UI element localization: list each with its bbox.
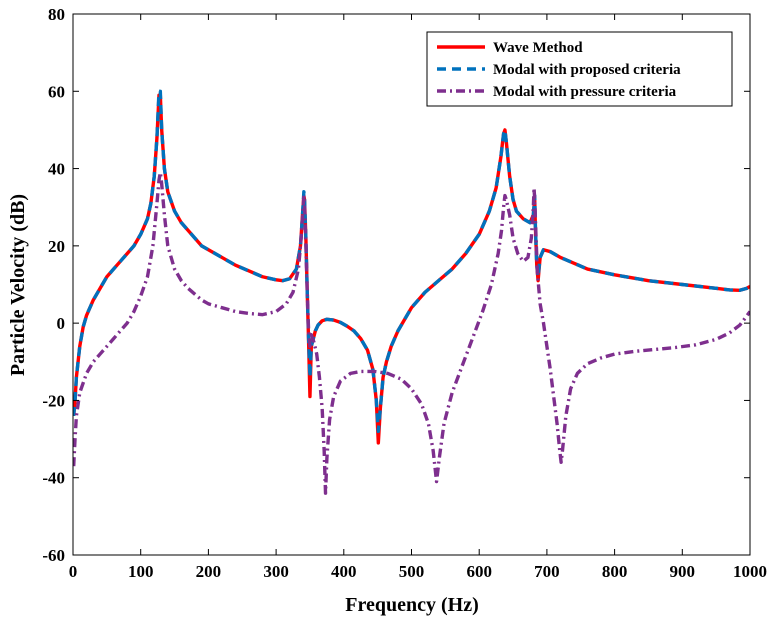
y-axis-label: Particle Velocity (dB): [7, 194, 29, 376]
legend-label-3: Modal with pressure criteria: [493, 84, 677, 100]
y-tick-label: 20: [48, 237, 65, 256]
legend-box: [426, 31, 733, 107]
legend-label-2: Modal with proposed criteria: [493, 62, 681, 78]
x-tick-label: 600: [466, 562, 492, 581]
x-tick-label: 500: [399, 562, 425, 581]
tick-labels: 0 100 200 300 400 500 600 700 800 900 1000-60-40-2…: [42, 5, 767, 581]
legend: Wave Method Modal with proposed criteria M…: [426, 31, 733, 107]
x-tick-label: 900: [670, 562, 696, 581]
y-tick-label: -20: [42, 391, 65, 410]
y-tick-label: 40: [48, 160, 65, 179]
x-tick-label: 700: [534, 562, 560, 581]
x-tick-label: 800: [602, 562, 628, 581]
y-tick-label: -60: [42, 546, 65, 565]
legend-label-1: Wave Method: [493, 40, 583, 56]
x-tick-label: 300: [263, 562, 289, 581]
series-line-2: [73, 89, 750, 434]
x-tick-label: 200: [196, 562, 222, 581]
x-axis-label: Frequency (Hz): [345, 594, 479, 616]
x-tick-label: 100: [128, 562, 154, 581]
y-tick-label: -40: [42, 469, 65, 488]
x-tick-label: 400: [331, 562, 357, 581]
x-tick-label: 1000: [733, 562, 767, 581]
series-layer: [73, 89, 750, 495]
x-tick-label: 0: [69, 562, 78, 581]
series-line-3: [73, 170, 750, 495]
y-tick-label: 0: [57, 314, 66, 333]
axes: [72, 13, 751, 556]
y-tick-label: 80: [48, 5, 65, 24]
y-tick-label: 60: [48, 82, 65, 101]
